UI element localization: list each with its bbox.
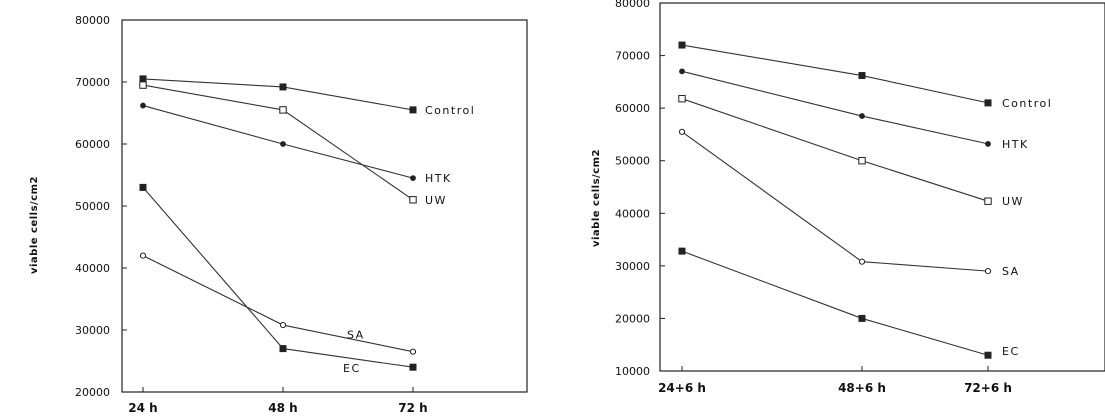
data-point-control [279, 83, 287, 91]
series-line-ec [681, 250, 989, 356]
series-line-htk [681, 70, 989, 145]
series-line-control [142, 78, 414, 111]
y-tick-label: 20000 [615, 312, 650, 325]
series-label-control: Control [1002, 97, 1052, 110]
y-tick-label: 50000 [75, 200, 110, 213]
y-tick-label: 40000 [75, 262, 110, 275]
data-point-htk [140, 102, 146, 109]
data-point-ec [139, 183, 147, 191]
data-point-ec [858, 314, 866, 322]
data-point-htk [985, 140, 991, 147]
series-line-htk [142, 105, 414, 179]
series-line-uw [681, 98, 989, 202]
data-point-control [409, 106, 417, 114]
y-tick-label: 60000 [615, 102, 650, 115]
data-point-uw [409, 196, 417, 204]
y-axis-label: viable cells/cm2 [29, 176, 40, 274]
y-tick-label: 80000 [615, 0, 650, 10]
series-label-control: Control [425, 104, 475, 117]
series-line-sa [142, 255, 414, 353]
y-tick-label: 70000 [75, 76, 110, 89]
data-point-control [984, 99, 992, 107]
series-label-htk: HTK [1002, 138, 1029, 151]
x-tick-label: 24 h [128, 401, 157, 415]
plot-frame [659, 2, 1105, 372]
y-tick-label: 40000 [615, 207, 650, 220]
data-point-sa [678, 128, 686, 135]
data-point-ec [678, 247, 686, 255]
right-chart: 10000 20000 30000 40000 50000 60000 70000 80000… [591, 0, 1105, 395]
y-tick-label: 70000 [615, 50, 650, 63]
data-point-control [139, 75, 147, 83]
data-point-ec [984, 351, 992, 359]
data-point-htk [410, 175, 416, 182]
x-tick-label: 48 h [268, 401, 297, 415]
plot-frame [121, 19, 528, 393]
series-label-uw: UW [1002, 195, 1024, 208]
x-tick-label: 24+6 h [658, 381, 706, 395]
data-point-sa [139, 252, 147, 259]
series-line-ec [142, 187, 414, 368]
y-tick-label: 30000 [615, 260, 650, 273]
data-point-control [858, 72, 866, 80]
data-point-uw [984, 197, 992, 205]
data-point-uw [678, 94, 686, 103]
data-point-sa [409, 348, 417, 355]
data-point-sa [858, 258, 866, 265]
series-label-htk: HTK [425, 172, 452, 185]
series-label-ec: EC [343, 362, 361, 375]
series-label-uw: UW [425, 194, 447, 207]
x-tick-label: 72+6 h [964, 381, 1012, 395]
series-label-sa: SA [1002, 265, 1020, 278]
data-point-uw [139, 81, 147, 89]
data-point-ec [409, 363, 417, 371]
data-point-htk [859, 113, 865, 119]
y-tick-label: 20000 [75, 386, 110, 399]
y-tick-label: 80000 [75, 14, 110, 27]
y-tick-label: 60000 [75, 138, 110, 151]
y-tick-label: 50000 [615, 155, 650, 168]
left-chart: 20000 30000 40000 50000 60000 70000 80000 24 h 4… [29, 14, 528, 415]
series-line-sa [681, 131, 989, 272]
data-point-htk [280, 141, 286, 147]
data-point-sa [279, 321, 287, 329]
data-point-ec [279, 345, 287, 353]
y-tick-label: 10000 [615, 365, 650, 378]
data-point-uw [858, 157, 866, 165]
data-point-control [678, 41, 686, 49]
series-label-sa: SA [347, 329, 365, 342]
x-tick-label: 72 h [398, 401, 427, 415]
data-point-uw [279, 106, 287, 114]
x-tick-label: 48+6 h [838, 381, 886, 395]
series-line-control [681, 44, 989, 104]
data-point-sa [984, 268, 992, 275]
data-point-htk [679, 68, 685, 75]
y-axis-label: viable cells/cm2 [591, 149, 602, 247]
series-label-ec: EC [1002, 345, 1020, 358]
y-tick-label: 30000 [75, 324, 110, 337]
